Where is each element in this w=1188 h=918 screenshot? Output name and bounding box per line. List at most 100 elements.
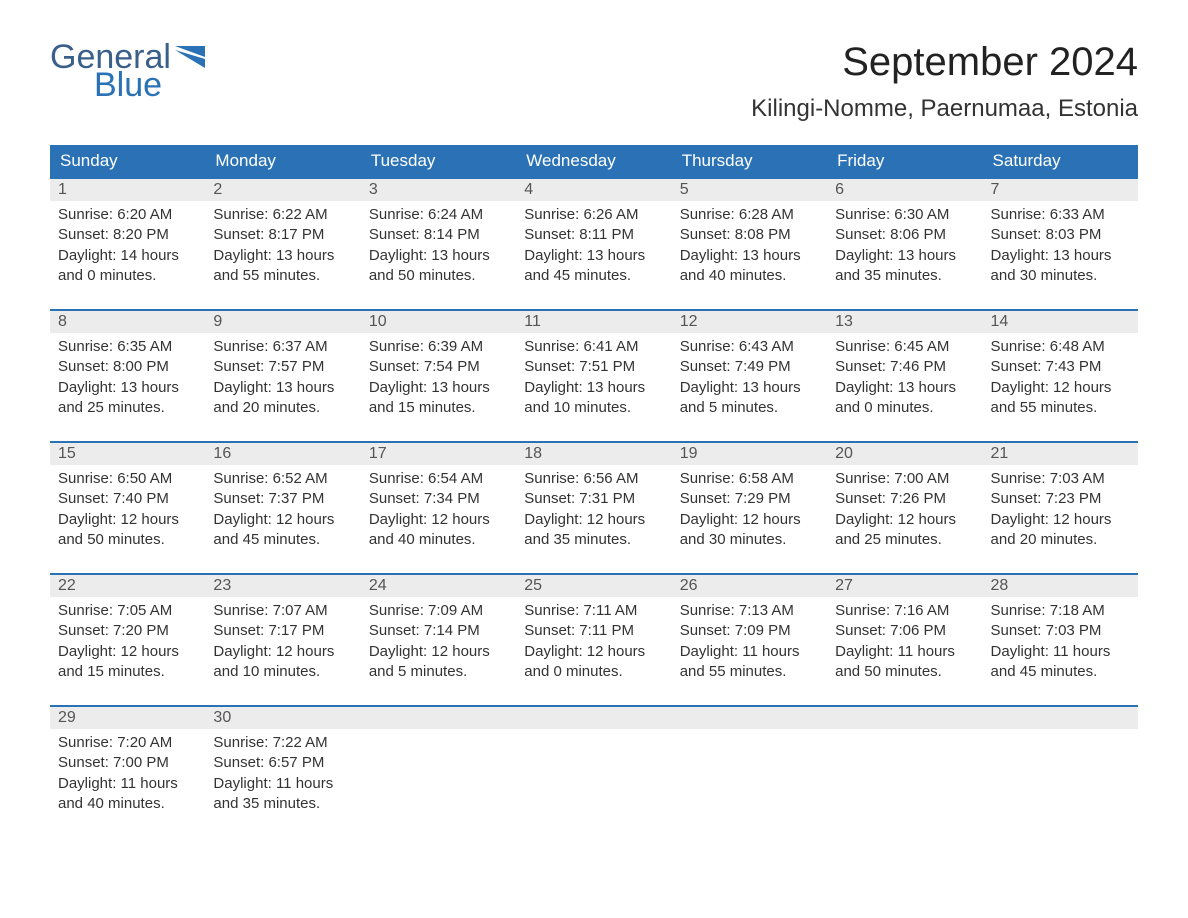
sunrise-line: Sunrise: 6:22 AM [213, 205, 352, 225]
sunset-line: Sunset: 7:17 PM [213, 621, 352, 641]
sunrise-line: Sunrise: 6:56 AM [524, 469, 663, 489]
daylight-line-2: and 30 minutes. [991, 266, 1130, 286]
sunrise-line: Sunrise: 7:22 AM [213, 733, 352, 753]
calendar-cell: 14Sunrise: 6:48 AMSunset: 7:43 PMDayligh… [983, 309, 1138, 441]
calendar-cell: 1Sunrise: 6:20 AMSunset: 8:20 PMDaylight… [50, 177, 205, 309]
daylight-line-1: Daylight: 11 hours [680, 642, 819, 662]
sunset-line: Sunset: 8:20 PM [58, 225, 197, 245]
sunrise-line: Sunrise: 6:50 AM [58, 469, 197, 489]
daylight-line-1: Daylight: 13 hours [369, 378, 508, 398]
day-body: Sunrise: 6:28 AMSunset: 8:08 PMDaylight:… [672, 201, 827, 294]
daylight-line-1: Daylight: 12 hours [213, 510, 352, 530]
daylight-line-2: and 50 minutes. [369, 266, 508, 286]
day-body: Sunrise: 6:22 AMSunset: 8:17 PMDaylight:… [205, 201, 360, 294]
weekday-header-row: Sunday Monday Tuesday Wednesday Thursday… [50, 145, 1138, 177]
daylight-line-2: and 50 minutes. [835, 662, 974, 682]
calendar-cell: 30Sunrise: 7:22 AMSunset: 6:57 PMDayligh… [205, 705, 360, 837]
sunset-line: Sunset: 8:03 PM [991, 225, 1130, 245]
daylight-line-2: and 45 minutes. [524, 266, 663, 286]
sunset-line: Sunset: 7:49 PM [680, 357, 819, 377]
sunset-line: Sunset: 7:11 PM [524, 621, 663, 641]
location-subtitle: Kilingi-Nomme, Paernumaa, Estonia [751, 95, 1138, 123]
day-number: 5 [672, 177, 827, 201]
daylight-line-1: Daylight: 11 hours [213, 774, 352, 794]
daylight-line-1: Daylight: 13 hours [213, 378, 352, 398]
sunset-line: Sunset: 8:00 PM [58, 357, 197, 377]
sunrise-line: Sunrise: 6:58 AM [680, 469, 819, 489]
sunrise-line: Sunrise: 7:13 AM [680, 601, 819, 621]
flag-icon [175, 46, 205, 68]
calendar-cell: 21Sunrise: 7:03 AMSunset: 7:23 PMDayligh… [983, 441, 1138, 573]
calendar-cell: 28Sunrise: 7:18 AMSunset: 7:03 PMDayligh… [983, 573, 1138, 705]
daylight-line-2: and 40 minutes. [680, 266, 819, 286]
daylight-line-1: Daylight: 13 hours [213, 246, 352, 266]
day-number: 13 [827, 309, 982, 333]
day-body: Sunrise: 6:58 AMSunset: 7:29 PMDaylight:… [672, 465, 827, 558]
daylight-line-2: and 35 minutes. [835, 266, 974, 286]
day-number-empty [361, 705, 516, 729]
day-body: Sunrise: 6:33 AMSunset: 8:03 PMDaylight:… [983, 201, 1138, 294]
daylight-line-1: Daylight: 11 hours [991, 642, 1130, 662]
day-body: Sunrise: 6:30 AMSunset: 8:06 PMDaylight:… [827, 201, 982, 294]
day-number: 11 [516, 309, 671, 333]
calendar-cell: 26Sunrise: 7:13 AMSunset: 7:09 PMDayligh… [672, 573, 827, 705]
calendar-cell: 7Sunrise: 6:33 AMSunset: 8:03 PMDaylight… [983, 177, 1138, 309]
calendar-cell [827, 705, 982, 837]
brand-logo: General Blue [50, 40, 205, 102]
day-number-empty [516, 705, 671, 729]
day-number: 24 [361, 573, 516, 597]
daylight-line-1: Daylight: 13 hours [680, 378, 819, 398]
daylight-line-1: Daylight: 13 hours [835, 378, 974, 398]
day-body: Sunrise: 7:20 AMSunset: 7:00 PMDaylight:… [50, 729, 205, 822]
daylight-line-2: and 25 minutes. [835, 530, 974, 550]
sunset-line: Sunset: 7:00 PM [58, 753, 197, 773]
calendar-row: 15Sunrise: 6:50 AMSunset: 7:40 PMDayligh… [50, 441, 1138, 573]
day-body: Sunrise: 7:13 AMSunset: 7:09 PMDaylight:… [672, 597, 827, 690]
day-body: Sunrise: 7:07 AMSunset: 7:17 PMDaylight:… [205, 597, 360, 690]
day-body: Sunrise: 7:22 AMSunset: 6:57 PMDaylight:… [205, 729, 360, 822]
calendar-cell: 16Sunrise: 6:52 AMSunset: 7:37 PMDayligh… [205, 441, 360, 573]
sunrise-line: Sunrise: 6:45 AM [835, 337, 974, 357]
daylight-line-2: and 30 minutes. [680, 530, 819, 550]
calendar-cell: 29Sunrise: 7:20 AMSunset: 7:00 PMDayligh… [50, 705, 205, 837]
calendar-row: 8Sunrise: 6:35 AMSunset: 8:00 PMDaylight… [50, 309, 1138, 441]
day-number: 16 [205, 441, 360, 465]
day-number: 7 [983, 177, 1138, 201]
day-number: 1 [50, 177, 205, 201]
calendar-cell: 12Sunrise: 6:43 AMSunset: 7:49 PMDayligh… [672, 309, 827, 441]
day-number: 30 [205, 705, 360, 729]
sunrise-line: Sunrise: 6:33 AM [991, 205, 1130, 225]
calendar-cell: 17Sunrise: 6:54 AMSunset: 7:34 PMDayligh… [361, 441, 516, 573]
sunset-line: Sunset: 7:54 PM [369, 357, 508, 377]
day-body: Sunrise: 6:37 AMSunset: 7:57 PMDaylight:… [205, 333, 360, 426]
calendar-cell: 8Sunrise: 6:35 AMSunset: 8:00 PMDaylight… [50, 309, 205, 441]
day-body: Sunrise: 7:18 AMSunset: 7:03 PMDaylight:… [983, 597, 1138, 690]
daylight-line-2: and 20 minutes. [991, 530, 1130, 550]
calendar-cell: 5Sunrise: 6:28 AMSunset: 8:08 PMDaylight… [672, 177, 827, 309]
sunrise-line: Sunrise: 6:28 AM [680, 205, 819, 225]
day-number: 18 [516, 441, 671, 465]
daylight-line-1: Daylight: 11 hours [58, 774, 197, 794]
sunset-line: Sunset: 7:03 PM [991, 621, 1130, 641]
daylight-line-2: and 10 minutes. [524, 398, 663, 418]
daylight-line-2: and 55 minutes. [213, 266, 352, 286]
daylight-line-2: and 20 minutes. [213, 398, 352, 418]
sunrise-line: Sunrise: 7:20 AM [58, 733, 197, 753]
sunrise-line: Sunrise: 6:37 AM [213, 337, 352, 357]
day-body: Sunrise: 7:00 AMSunset: 7:26 PMDaylight:… [827, 465, 982, 558]
daylight-line-2: and 40 minutes. [58, 794, 197, 814]
daylight-line-2: and 15 minutes. [369, 398, 508, 418]
daylight-line-2: and 35 minutes. [524, 530, 663, 550]
daylight-line-1: Daylight: 13 hours [680, 246, 819, 266]
calendar-cell: 15Sunrise: 6:50 AMSunset: 7:40 PMDayligh… [50, 441, 205, 573]
calendar-cell: 25Sunrise: 7:11 AMSunset: 7:11 PMDayligh… [516, 573, 671, 705]
sunset-line: Sunset: 7:46 PM [835, 357, 974, 377]
daylight-line-2: and 10 minutes. [213, 662, 352, 682]
sunrise-line: Sunrise: 6:35 AM [58, 337, 197, 357]
calendar-row: 22Sunrise: 7:05 AMSunset: 7:20 PMDayligh… [50, 573, 1138, 705]
day-body: Sunrise: 6:41 AMSunset: 7:51 PMDaylight:… [516, 333, 671, 426]
day-number: 2 [205, 177, 360, 201]
calendar-cell: 13 Sunrise: 6:45 AMSunset: 7:46 PMDayligh… [827, 309, 982, 441]
daylight-line-2: and 50 minutes. [58, 530, 197, 550]
day-number: 28 [983, 573, 1138, 597]
